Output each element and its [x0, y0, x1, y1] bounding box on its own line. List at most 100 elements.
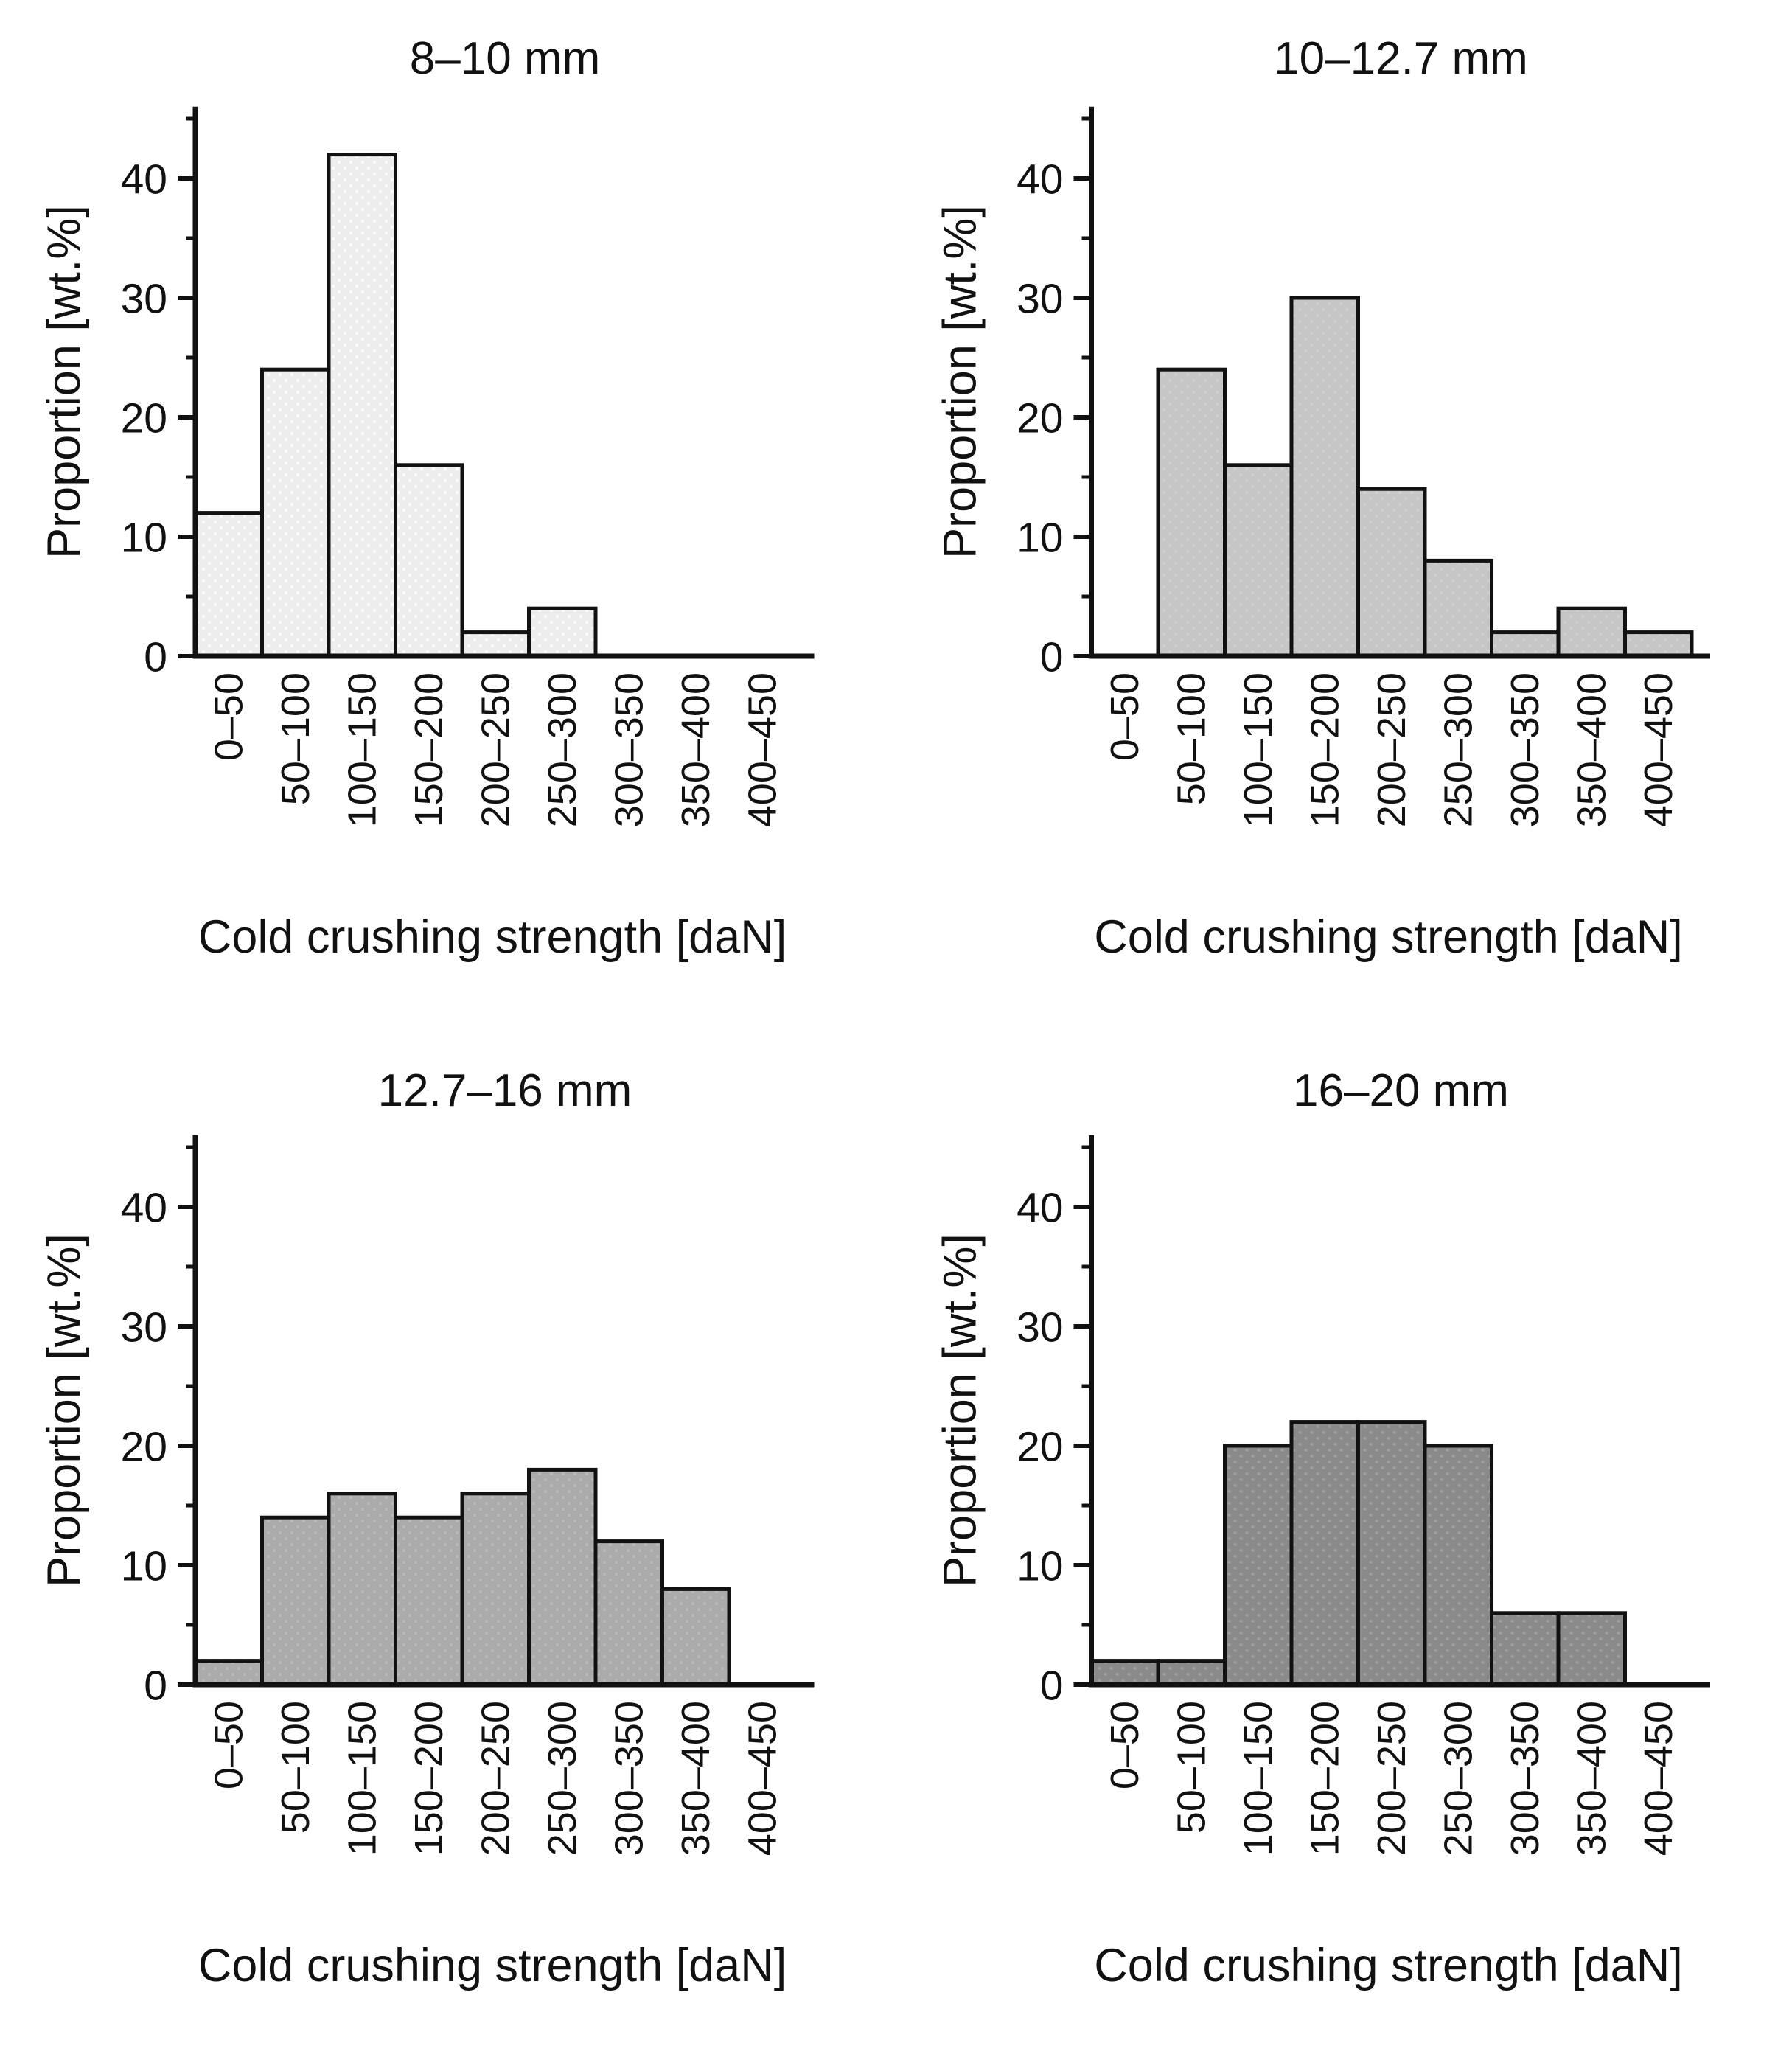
x-axis-label: Cold crushing strength [daN] — [198, 1940, 787, 1991]
axes-group — [178, 106, 815, 659]
bar — [1223, 463, 1294, 658]
y-tick-label: 10 — [1017, 515, 1063, 562]
bar — [1623, 630, 1694, 658]
bar — [1223, 1444, 1294, 1687]
bar — [1356, 1420, 1427, 1687]
x-axis-label: Cold crushing strength [daN] — [1094, 1940, 1682, 1991]
bar — [1356, 487, 1427, 658]
bar — [1490, 630, 1561, 658]
histogram-panel-12.7-16mm: 0 10 20 30 40 0–50 50–100 100–150 150–200 200–250… — [0, 1028, 896, 2057]
x-tick-label: 0–50 — [207, 672, 251, 761]
y-axis-label: Proportion [wt.%] — [38, 205, 90, 559]
y-tick-label: 30 — [121, 1304, 167, 1351]
y-tick-label: 0 — [144, 634, 167, 681]
x-tick-label: 400–450 — [1636, 1701, 1681, 1856]
bars-group — [193, 153, 598, 658]
x-tick-label: 150–200 — [407, 1701, 451, 1856]
tick-labels-group: 0 10 20 30 40 0–50 50–100 100–150 150–200 200–250… — [121, 1185, 785, 1856]
plot-svg-10-12.7mm: 0 10 20 30 40 0–50 50–100 100–150 150–200 200–250… — [935, 33, 1710, 963]
x-tick-label: 150–200 — [1303, 1701, 1348, 1856]
x-tick-label: 50–100 — [273, 672, 318, 805]
bar — [394, 1515, 464, 1687]
bar — [1156, 367, 1227, 658]
x-tick-label: 300–350 — [1503, 672, 1547, 827]
y-tick-label: 40 — [121, 1185, 167, 1232]
histogram-panel-8-10mm: 0 10 20 30 40 0–50 50–100 100–150 150–200 200–250… — [0, 0, 896, 1028]
bars-group — [1156, 296, 1694, 658]
bar — [1289, 1420, 1360, 1687]
panel-title: 12.7–16 mm — [378, 1065, 632, 1116]
x-tick-label: 350–400 — [1570, 672, 1614, 827]
y-tick-label: 0 — [1040, 634, 1064, 681]
y-axis-label: Proportion [wt.%] — [38, 1233, 90, 1587]
bar — [1556, 606, 1627, 658]
bar — [593, 1539, 664, 1687]
axes-group — [1073, 106, 1710, 659]
histogram-panel-10-12.7mm: 0 10 20 30 40 0–50 50–100 100–150 150–200 200–250… — [896, 0, 1792, 1028]
x-tick-label: 400–450 — [1636, 672, 1681, 827]
x-tick-label: 0–50 — [1103, 672, 1147, 761]
axes-group — [1073, 1135, 1710, 1688]
panel-title: 16–20 mm — [1293, 1065, 1509, 1116]
bar — [193, 1659, 264, 1687]
x-tick-label: 200–250 — [1370, 1701, 1414, 1856]
y-tick-label: 40 — [121, 156, 167, 203]
y-tick-label: 20 — [121, 395, 167, 442]
plot-svg-12.7-16mm: 0 10 20 30 40 0–50 50–100 100–150 150–200 200–250… — [38, 1065, 815, 1991]
x-tick-label: 300–350 — [1503, 1701, 1547, 1856]
x-tick-label: 150–200 — [1303, 672, 1348, 827]
x-tick-label: 400–450 — [741, 1701, 785, 1856]
bars-group — [1090, 1420, 1627, 1687]
x-tick-label: 100–150 — [1236, 1701, 1280, 1856]
bar — [1423, 558, 1493, 658]
y-tick-label: 30 — [1017, 276, 1063, 323]
x-tick-label: 100–150 — [341, 672, 385, 827]
y-tick-label: 10 — [121, 1543, 167, 1590]
x-tick-label: 0–50 — [1103, 1701, 1147, 1789]
tick-labels-group: 0 10 20 30 40 0–50 50–100 100–150 150–200 200–250… — [121, 156, 785, 828]
plot-svg-16-20mm: 0 10 20 30 40 0–50 50–100 100–150 150–200 200–250… — [935, 1065, 1710, 1991]
x-tick-label: 200–250 — [474, 1701, 518, 1856]
x-tick-label: 100–150 — [1236, 672, 1280, 827]
x-tick-label: 250–300 — [540, 1701, 585, 1856]
bar — [327, 1492, 397, 1687]
x-tick-label: 0–50 — [207, 1701, 251, 1789]
y-tick-label: 40 — [1017, 156, 1063, 203]
x-axis-label: Cold crushing strength [daN] — [198, 911, 787, 963]
bar — [394, 463, 464, 658]
tick-labels-group: 0 10 20 30 40 0–50 50–100 100–150 150–200 200–250… — [1017, 1185, 1681, 1856]
bar — [1490, 1611, 1561, 1687]
x-tick-label: 200–250 — [1370, 672, 1414, 827]
y-tick-label: 10 — [1017, 1543, 1063, 1590]
x-tick-label: 50–100 — [273, 1701, 318, 1834]
tick-labels-group: 0 10 20 30 40 0–50 50–100 100–150 150–200 200–250… — [1017, 156, 1681, 828]
plot-svg-8-10mm: 0 10 20 30 40 0–50 50–100 100–150 150–200 200–250… — [38, 33, 815, 963]
y-tick-label: 0 — [1040, 1663, 1064, 1710]
x-tick-label: 50–100 — [1170, 672, 1214, 805]
histogram-panel-16-20mm: 0 10 20 30 40 0–50 50–100 100–150 150–200 200–250… — [896, 1028, 1792, 2057]
y-tick-label: 0 — [144, 1663, 167, 1710]
bar — [460, 1492, 531, 1687]
bar — [527, 1467, 598, 1687]
bar — [1423, 1444, 1493, 1687]
bar — [327, 153, 397, 658]
x-tick-label: 350–400 — [674, 672, 718, 827]
bar — [193, 511, 264, 658]
x-tick-label: 300–350 — [607, 1701, 652, 1856]
x-tick-label: 100–150 — [341, 1701, 385, 1856]
x-tick-label: 350–400 — [674, 1701, 718, 1856]
x-tick-label: 250–300 — [1437, 672, 1481, 827]
panel-title: 8–10 mm — [410, 33, 600, 84]
bar — [1289, 296, 1360, 658]
y-axis-label: Proportion [wt.%] — [935, 205, 986, 559]
bar — [1090, 1659, 1160, 1687]
x-tick-label: 250–300 — [1437, 1701, 1481, 1856]
y-tick-label: 20 — [121, 1424, 167, 1471]
bars-group — [193, 1467, 731, 1687]
x-tick-label: 300–350 — [607, 672, 652, 827]
y-tick-label: 40 — [1017, 1185, 1063, 1232]
bar — [1556, 1611, 1627, 1687]
x-tick-label: 400–450 — [741, 672, 785, 827]
y-tick-label: 30 — [121, 276, 167, 323]
